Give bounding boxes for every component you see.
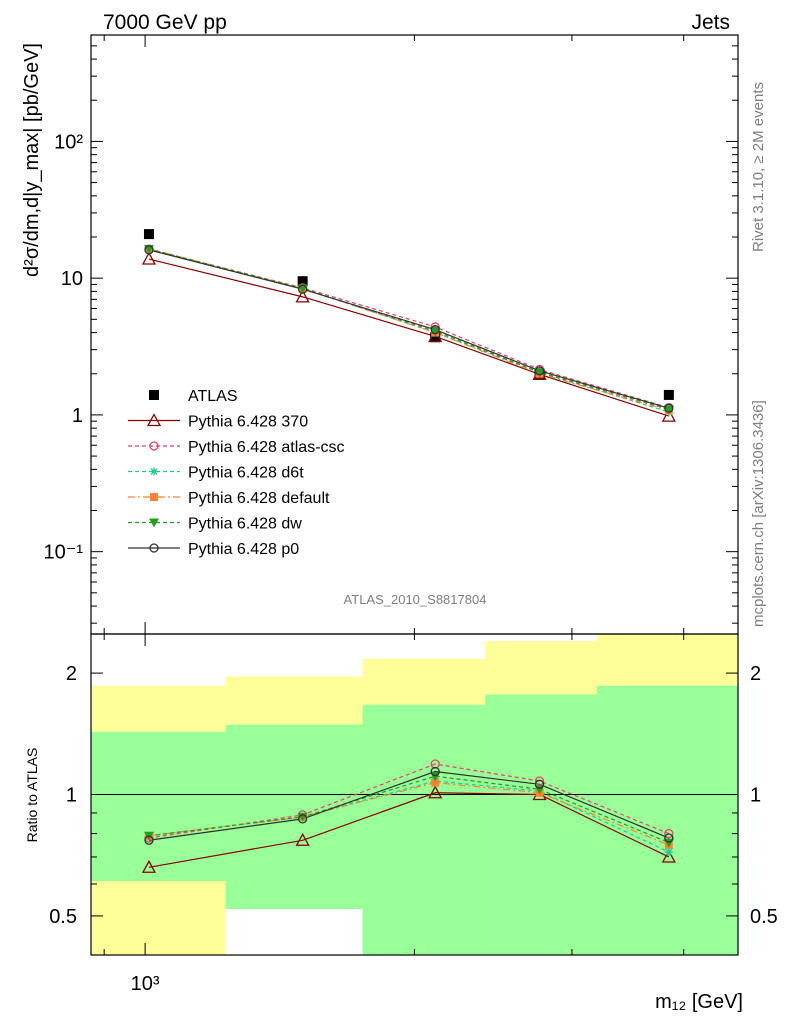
legend-label-pythia-6-428-atlas-csc: Pythia 6.428 atlas-csc [188, 439, 345, 456]
main-point-pythia-6-428-370-0 [141, 251, 157, 265]
main-point-pythia-6-428-p0-0 [144, 245, 154, 255]
ratio-point-pythia-6-428-default-2 [431, 778, 440, 787]
axes [90, 34, 739, 956]
ratio-y-axis-label: Ratio to ATLAS [24, 748, 40, 843]
legend-marker-pythia-6-428-p0 [149, 543, 159, 553]
main-point-pythia-6-428-370-4 [661, 408, 676, 422]
header-right: Jets [691, 11, 730, 34]
ratio-point-pythia-6-428-370-0 [141, 859, 157, 873]
main-point-pythia-6-428-dw-2 [430, 327, 441, 337]
ratio-point-pythia-6-428-d6t-4 [664, 848, 673, 857]
main-point-pythia-6-428-p0-3 [534, 366, 545, 376]
ratio-point-pythia-6-428-370-2 [428, 785, 443, 799]
ratio-y-tick-label-right: 0.5 [750, 906, 778, 928]
ratio-point-pythia-6-428-p0-0 [144, 835, 154, 845]
legend-marker-pythia-6-428-370 [146, 413, 162, 427]
ratio-point-pythia-6-428-p0-3 [534, 779, 545, 789]
main-point-pythia-6-428-dw-3 [534, 368, 545, 378]
main-point-atlas-4 [663, 389, 674, 400]
ratio-point-pythia-6-428-atlas-csc-3 [534, 776, 545, 786]
main-point-pythia-6-428-dw-4 [663, 405, 674, 415]
x-axis-label: m₁₂ [GeV] [655, 991, 743, 1013]
main-y-tick-label: 10² [54, 131, 83, 153]
ratio-point-pythia-6-428-p0-4 [664, 833, 674, 843]
main-point-pythia-6-428-370-1 [295, 289, 310, 303]
ratio-y-tick-label-right: 1 [750, 785, 761, 807]
band-inner-4 [597, 685, 738, 955]
legend-label-pythia-6-428-default: Pythia 6.428 default [188, 490, 330, 507]
legend-marker-atlas [149, 390, 159, 400]
main-point-atlas-2 [430, 332, 441, 343]
ratio-point-pythia-6-428-p0-2 [430, 766, 440, 777]
legend-marker-pythia-6-428-default [150, 493, 158, 501]
band-inner-0 [91, 731, 226, 882]
x-tick-label: 10³ [131, 973, 160, 995]
ratio-line-pythia-6-428-d6t [148, 780, 670, 853]
legend-label-pythia-6-428-p0: Pythia 6.428 p0 [188, 541, 299, 558]
main-y-tick-label: 1 [72, 405, 83, 427]
band-inner-2 [362, 704, 486, 955]
legend-label-atlas: ATLAS [188, 388, 238, 405]
legend-marker-pythia-6-428-dw [149, 518, 159, 528]
band-inner-1 [225, 724, 363, 910]
ratio-y-tick-label-right: 2 [750, 663, 761, 685]
legend-marker-pythia-6-428-atlas-csc [149, 441, 159, 451]
main-point-pythia-6-428-p0-4 [664, 403, 674, 413]
main-point-pythia-6-428-p0-1 [297, 284, 308, 294]
legend: ATLAS Pythia 6.428 370 Pythia 6.428 atlas-… [128, 388, 345, 558]
ratio-line-pythia-6-428-370 [148, 792, 670, 868]
series-markers [141, 229, 676, 873]
header-left: 7000 GeV pp [103, 11, 227, 34]
ratio-point-pythia-6-428-370-1 [295, 832, 310, 846]
main-point-pythia-6-428-p0-2 [430, 325, 440, 335]
tick-labels: 10⁻¹ 1 10 10² 0.5 0.5 1 1 2 2 10³ [44, 131, 778, 995]
legend-marker-pythia-6-428-d6t [150, 467, 158, 476]
ratio-y-tick-label-left: 2 [66, 663, 77, 685]
main-y-tick-label: 10 [61, 268, 83, 290]
band-inner-3 [485, 694, 598, 955]
ratio-y-tick-label-left: 0.5 [49, 906, 77, 928]
ratio-point-pythia-6-428-p0-1 [297, 814, 308, 824]
legend-label-pythia-6-428-dw: Pythia 6.428 dw [188, 516, 302, 533]
ratio-line-pythia-6-428-p0 [148, 770, 670, 841]
ratio-point-pythia-6-428-370-4 [661, 849, 676, 863]
main-point-pythia-6-428-dw-1 [297, 284, 308, 294]
legend-label-pythia-6-428-370: Pythia 6.428 370 [188, 414, 308, 431]
side-label-bottom: mcplots.cern.ch [arXiv:1306.3436] [750, 400, 767, 627]
ratio-point-pythia-6-428-atlas-csc-4 [664, 828, 674, 839]
ratio-line-pythia-6-428-atlas-csc [148, 763, 670, 839]
main-point-atlas-0 [143, 229, 154, 240]
main-y-axis-label: d²σ/dm,d|y_max| [pb/GeV] [21, 43, 43, 277]
main-point-pythia-6-428-dw-0 [143, 245, 154, 255]
ratio-y-tick-label-left: 1 [66, 785, 77, 807]
main-y-tick-label: 10⁻¹ [44, 542, 84, 564]
side-label-top: Rivet 3.1.10, ≥ 2M events [750, 82, 767, 252]
analysis-label: ATLAS_2010_S8817804 [344, 592, 487, 607]
main-point-atlas-1 [297, 276, 308, 287]
legend-label-pythia-6-428-d6t: Pythia 6.428 d6t [188, 465, 304, 482]
